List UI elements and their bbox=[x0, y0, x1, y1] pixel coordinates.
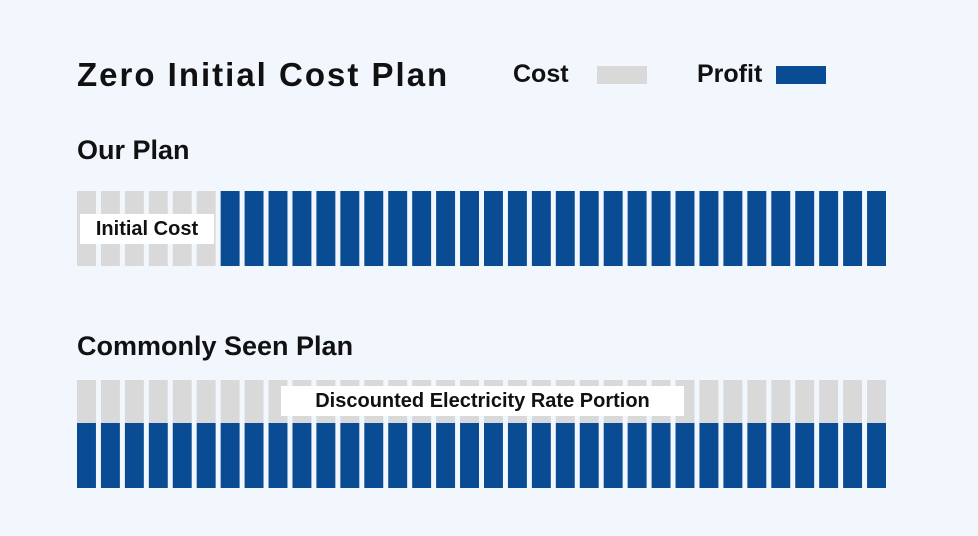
profit-block bbox=[412, 191, 432, 266]
profit-block bbox=[292, 191, 312, 266]
profit-block bbox=[507, 191, 527, 266]
profit-block bbox=[148, 423, 168, 488]
legend-label-profit: Profit bbox=[697, 60, 763, 88]
profit-block bbox=[412, 423, 432, 488]
profit-block bbox=[316, 423, 336, 488]
profit-block bbox=[436, 423, 456, 488]
cost-block bbox=[244, 380, 264, 423]
profit-block bbox=[507, 423, 527, 488]
profit-block bbox=[771, 191, 791, 266]
cost-block bbox=[100, 380, 120, 423]
profit-block bbox=[388, 191, 408, 266]
profit-block bbox=[771, 423, 791, 488]
profit-block bbox=[436, 191, 456, 266]
profit-block bbox=[699, 191, 719, 266]
cost-block bbox=[723, 380, 743, 423]
profit-block bbox=[819, 191, 839, 266]
profit-block bbox=[124, 423, 144, 488]
profit-block bbox=[579, 191, 599, 266]
cost-block bbox=[220, 380, 240, 423]
cost-block bbox=[124, 380, 144, 423]
profit-block bbox=[795, 191, 815, 266]
profit-block bbox=[819, 423, 839, 488]
profit-block bbox=[675, 191, 695, 266]
profit-block bbox=[699, 423, 719, 488]
profit-block bbox=[723, 191, 743, 266]
profit-block bbox=[244, 423, 264, 488]
profit-block bbox=[675, 423, 695, 488]
our-plan-bar: Initial Cost bbox=[77, 191, 886, 266]
profit-block bbox=[268, 423, 288, 488]
cost-block bbox=[172, 380, 192, 423]
profit-block bbox=[651, 423, 671, 488]
our-plan-title: Our Plan bbox=[77, 135, 190, 165]
profit-block bbox=[340, 191, 360, 266]
profit-block bbox=[196, 423, 216, 488]
profit-block bbox=[555, 423, 575, 488]
profit-block bbox=[220, 423, 240, 488]
profit-block bbox=[531, 191, 551, 266]
profit-block bbox=[843, 191, 863, 266]
profit-block bbox=[603, 191, 623, 266]
profit-block bbox=[364, 423, 384, 488]
profit-block bbox=[555, 191, 575, 266]
profit-block bbox=[867, 191, 886, 266]
cost-block bbox=[819, 380, 839, 423]
profit-block bbox=[364, 191, 384, 266]
profit-block bbox=[220, 191, 240, 266]
profit-block bbox=[484, 191, 503, 266]
diagram-title: Zero Initial Cost Plan bbox=[77, 56, 450, 93]
profit-block bbox=[484, 423, 503, 488]
legend-item-cost: Cost bbox=[513, 60, 647, 89]
profit-block bbox=[627, 191, 647, 266]
profit-block bbox=[388, 423, 408, 488]
profit-block bbox=[316, 191, 336, 266]
cost-block bbox=[699, 380, 719, 423]
profit-block bbox=[340, 423, 360, 488]
cost-block bbox=[77, 380, 96, 423]
cost-block bbox=[795, 380, 815, 423]
profit-block bbox=[795, 423, 815, 488]
cost-block bbox=[747, 380, 767, 423]
profit-block bbox=[651, 191, 671, 266]
profit-block bbox=[603, 423, 623, 488]
legend-item-profit: Profit bbox=[697, 60, 827, 89]
legend-swatch-profit bbox=[776, 65, 827, 84]
profit-block bbox=[77, 423, 96, 488]
initial-cost-label: Initial Cost bbox=[80, 214, 214, 244]
profit-block bbox=[579, 423, 599, 488]
cost-block bbox=[843, 380, 863, 423]
cost-block bbox=[867, 380, 886, 423]
common-plan-title: Commonly Seen Plan bbox=[77, 331, 354, 361]
profit-block bbox=[292, 423, 312, 488]
profit-block bbox=[460, 423, 479, 488]
profit-block bbox=[460, 191, 479, 266]
profit-block bbox=[244, 191, 264, 266]
cost-block bbox=[148, 380, 168, 423]
legend-label-cost: Cost bbox=[513, 60, 569, 88]
profit-block bbox=[747, 191, 767, 266]
legend-swatch-cost bbox=[596, 65, 647, 84]
cost-block bbox=[196, 380, 216, 423]
common-plan-bar: Discounted Electricity Rate Portion bbox=[77, 380, 886, 488]
profit-block bbox=[723, 423, 743, 488]
profit-block bbox=[843, 423, 863, 488]
profit-block bbox=[100, 423, 120, 488]
profit-block bbox=[268, 191, 288, 266]
profit-block bbox=[867, 423, 886, 488]
profit-block bbox=[627, 423, 647, 488]
profit-block bbox=[531, 423, 551, 488]
discounted-rate-label: Discounted Electricity Rate Portion bbox=[281, 386, 684, 416]
profit-block bbox=[172, 423, 192, 488]
profit-block bbox=[747, 423, 767, 488]
cost-block bbox=[771, 380, 791, 423]
